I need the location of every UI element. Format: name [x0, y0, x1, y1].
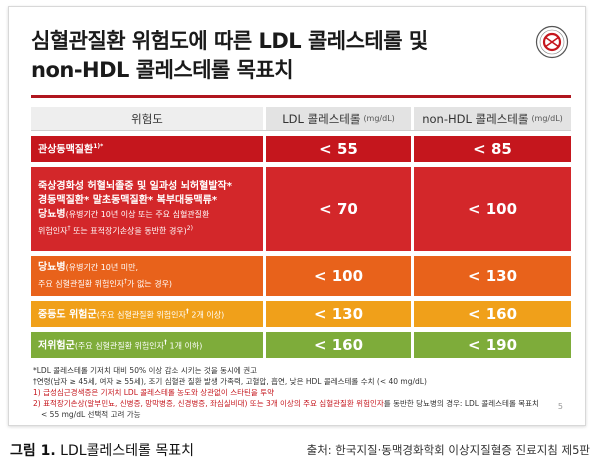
risk-line: 경동맥질환* 말초동맥질환* 복부대동맥류* — [38, 194, 218, 206]
risk-sub: 1개 이하) — [166, 341, 203, 351]
table-row-moderate: 중등도 위험군(주요 심혈관질환 위험인자† 2개 이상) < 130 < 16… — [31, 301, 571, 327]
ldl-target: < 70 — [266, 167, 411, 251]
risk-sub: 또는 표적장기손상을 동반한 경우) — [70, 226, 187, 236]
footnote: †연령(남자 ≥ 45세, 여자 ≥ 55세), 조기 심혈관 질환 발생 가족… — [33, 377, 427, 386]
header-ldl-unit: (mg/dL) — [363, 114, 395, 123]
figure-source: 출처: 한국지질·동맥경화학회 이상지질혈증 진료지침 제5판 — [306, 443, 590, 457]
risk-cell: 관상동맥질환1)* — [31, 136, 263, 162]
figure-caption: 그림 1. LDL콜레스테롤 목표치 — [10, 440, 194, 460]
risk-sub: (주요 심혈관질환 위험인자 — [74, 341, 164, 351]
risk-footnote: 2) — [186, 224, 193, 232]
caption-label: 그림 1. — [10, 443, 56, 459]
target-table: 위험도 LDL 콜레스테롤 (mg/dL) non-HDL 콜레스테롤 (mg/… — [31, 107, 571, 358]
risk-sub: 가 없는 경우) — [127, 279, 173, 289]
risk-footnote: † — [67, 224, 71, 232]
slide-title: 심혈관질환 위험도에 따른 LDL 콜레스테롤 및 non-HDL 콜레스테롤 … — [31, 27, 501, 85]
risk-sub: (주요 심혈관질환 위험인자 — [96, 310, 186, 320]
nonhdl-target: < 130 — [414, 256, 571, 296]
table-row-coronary: 관상동맥질환1)* < 55 < 85 — [31, 136, 571, 162]
nonhdl-target: < 100 — [414, 167, 571, 251]
ldl-target: < 130 — [266, 301, 411, 327]
footnote: 를 동반한 당뇨병의 경우: LDL 콜레스테롤 목표치 — [383, 399, 539, 408]
risk-cell: 죽상경화성 허혈뇌졸중 및 일과성 뇌허혈발작* 경동맥질환* 말초동맥질환* … — [31, 167, 263, 251]
title-line-1: 심혈관질환 위험도에 따른 LDL 콜레스테롤 및 — [31, 29, 428, 53]
risk-footnote: † — [163, 339, 167, 347]
title-line-2: non-HDL 콜레스테롤 목표치 — [31, 58, 294, 82]
risk-footnote: 1)* — [93, 143, 104, 151]
footnote: *LDL 콜레스테롤 기저치 대비 50% 이상 감소 시키는 것을 동시에 권… — [33, 366, 257, 375]
risk-footnote: † — [185, 308, 189, 316]
footnotes: *LDL 콜레스테롤 기저치 대비 50% 이상 감소 시키는 것을 동시에 권… — [33, 365, 553, 420]
risk-line: 당뇨병 — [38, 208, 66, 220]
risk-sub: 주요 심혈관질환 위험인자 — [38, 279, 125, 289]
risk-sub: 2개 이상) — [188, 310, 225, 320]
risk-sub: (유병기간 10년 미만, — [65, 262, 139, 272]
header-nonhdl: non-HDL 콜레스테롤 (mg/dL) — [414, 107, 571, 130]
risk-label: 중등도 위험군 — [38, 309, 97, 321]
risk-sub: (유병기간 10년 이상 또는 주요 심혈관질환 — [65, 209, 210, 219]
table-header: 위험도 LDL 콜레스테롤 (mg/dL) non-HDL 콜레스테롤 (mg/… — [31, 107, 571, 131]
table-row-diabetes: 당뇨병(유병기간 10년 미만, 주요 심혈관질환 위험인자†가 없는 경우) … — [31, 256, 571, 296]
page-number: 5 — [557, 402, 563, 411]
risk-line: 죽상경화성 허혈뇌졸중 및 일과성 뇌허혈발작* — [38, 180, 232, 192]
table-row-low: 저위험군(주요 심혈관질환 위험인자† 1개 이하) < 160 < 190 — [31, 332, 571, 358]
header-ldl: LDL 콜레스테롤 (mg/dL) — [266, 107, 411, 130]
nonhdl-target: < 160 — [414, 301, 571, 327]
ldl-target: < 55 — [266, 136, 411, 162]
header-ldl-label: LDL 콜레스테롤 — [282, 111, 361, 126]
footnote: 1) 급성심근경색증은 기저치 LDL 콜레스테롤 농도와 상관없이 스타틴을 … — [33, 388, 275, 397]
risk-cell: 당뇨병(유병기간 10년 미만, 주요 심혈관질환 위험인자†가 없는 경우) — [31, 256, 263, 296]
header-nonhdl-unit: (mg/dL) — [531, 114, 563, 123]
caption-text: LDL콜레스테롤 목표치 — [55, 443, 195, 459]
risk-cell: 중등도 위험군(주요 심혈관질환 위험인자† 2개 이상) — [31, 301, 263, 327]
risk-sub: 위험인자 — [38, 226, 68, 236]
nonhdl-target: < 85 — [414, 136, 571, 162]
header-nonhdl-label: non-HDL 콜레스테롤 — [422, 111, 529, 126]
risk-cell: 저위험군(주요 심혈관질환 위험인자† 1개 이하) — [31, 332, 263, 358]
slide-frame: 심혈관질환 위험도에 따른 LDL 콜레스테롤 및 non-HDL 콜레스테롤 … — [8, 6, 586, 426]
risk-label: 당뇨병 — [38, 261, 66, 273]
nonhdl-target: < 190 — [414, 332, 571, 358]
society-logo-icon — [535, 25, 569, 59]
risk-label: 저위험군 — [38, 340, 75, 352]
header-risk: 위험도 — [31, 107, 263, 130]
title-divider — [31, 95, 571, 98]
risk-footnote: † — [124, 277, 128, 285]
table-row-very-high: 죽상경화성 허혈뇌졸중 및 일과성 뇌허혈발작* 경동맥질환* 말초동맥질환* … — [31, 167, 571, 251]
footnote: 2) 표적장기손상(알부민뇨, 신병증, 망막병증, 신경병증, 좌심실비대) … — [33, 399, 384, 408]
risk-label: 관상동맥질환 — [38, 144, 94, 156]
footnote: < 55 mg/dL 선택적 고려 가능 — [41, 410, 141, 419]
ldl-target: < 100 — [266, 256, 411, 296]
ldl-target: < 160 — [266, 332, 411, 358]
